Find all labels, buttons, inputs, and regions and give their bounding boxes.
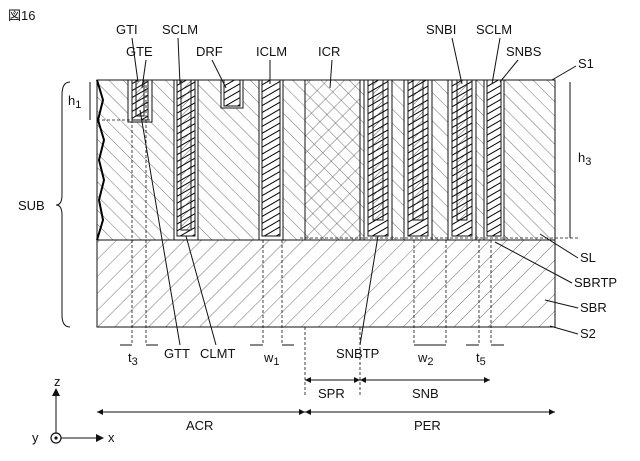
w1-label: w1: [263, 350, 280, 368]
snbs-label: SNBS: [506, 44, 542, 59]
icr-region: [305, 80, 360, 240]
acr-label: ACR: [186, 418, 213, 433]
h1-label: h1: [68, 93, 81, 111]
sclm-left-label: SCLM: [162, 22, 198, 37]
icr-label: ICR: [318, 44, 340, 59]
snbtp-label: SNBTP: [336, 346, 379, 361]
sub-brace: [56, 82, 70, 327]
sbr-region: [97, 240, 555, 327]
gte-label: GTE: [126, 44, 153, 59]
per-label: PER: [414, 418, 441, 433]
sub-label: SUB: [18, 198, 45, 213]
axis-z-label: z: [54, 374, 61, 389]
spr-label: SPR: [318, 386, 345, 401]
axes-indicator: [51, 388, 104, 443]
axis-x-label: x: [108, 430, 115, 445]
sbr-label: SBR: [580, 300, 607, 315]
iclm-label: ICLM: [256, 44, 287, 59]
h3-label: h3: [578, 150, 591, 168]
w2-label: w2: [417, 350, 434, 368]
s1-label: S1: [578, 56, 594, 71]
clmt-label: CLMT: [200, 346, 235, 361]
snb-label: SNB: [412, 386, 439, 401]
gtt-label: GTT: [164, 346, 190, 361]
gti-label: GTI: [116, 22, 138, 37]
s2-label: S2: [580, 326, 596, 341]
figure-label: 図16: [8, 8, 35, 23]
t5-label: t5: [476, 350, 486, 368]
sclm-right-label: SCLM: [476, 22, 512, 37]
sl-label: SL: [580, 250, 596, 265]
sbrtp-label: SBRTP: [574, 275, 617, 290]
t3-label: t3: [128, 350, 138, 368]
snbi-label: SNBI: [426, 22, 456, 37]
axis-y-label: y: [32, 430, 39, 445]
drf-label: DRF: [196, 44, 223, 59]
